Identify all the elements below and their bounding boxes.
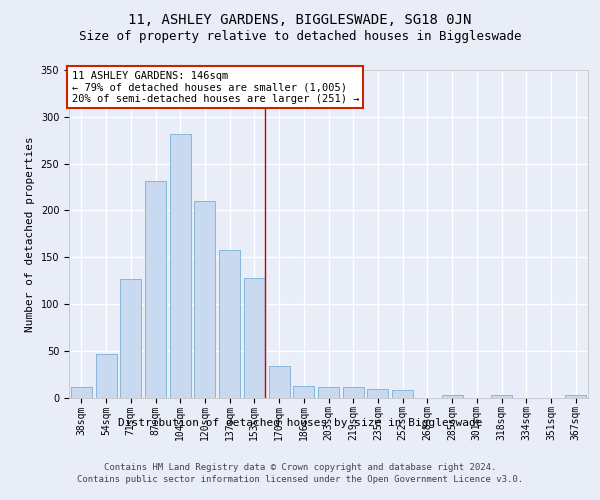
Y-axis label: Number of detached properties: Number of detached properties [25, 136, 35, 332]
Bar [120, 278, 141, 398]
Bar [442, 394, 463, 398]
Bar [95, 354, 116, 398]
Bar [219, 250, 240, 398]
Bar [343, 387, 364, 398]
Bar [71, 387, 92, 398]
Text: Size of property relative to detached houses in Biggleswade: Size of property relative to detached ho… [79, 30, 521, 43]
Bar [367, 389, 388, 398]
Bar [170, 134, 191, 398]
Bar [565, 394, 586, 398]
Bar [194, 201, 215, 398]
Text: 11 ASHLEY GARDENS: 146sqm
← 79% of detached houses are smaller (1,005)
20% of se: 11 ASHLEY GARDENS: 146sqm ← 79% of detac… [71, 70, 359, 104]
Text: 11, ASHLEY GARDENS, BIGGLESWADE, SG18 0JN: 11, ASHLEY GARDENS, BIGGLESWADE, SG18 0J… [128, 12, 472, 26]
Bar [244, 278, 265, 398]
Text: Contains HM Land Registry data © Crown copyright and database right 2024.
Contai: Contains HM Land Registry data © Crown c… [77, 462, 523, 484]
Bar [392, 390, 413, 398]
Text: Distribution of detached houses by size in Biggleswade: Distribution of detached houses by size … [118, 418, 482, 428]
Bar [145, 182, 166, 398]
Bar [293, 386, 314, 398]
Bar [269, 366, 290, 398]
Bar [491, 394, 512, 398]
Bar [318, 387, 339, 398]
